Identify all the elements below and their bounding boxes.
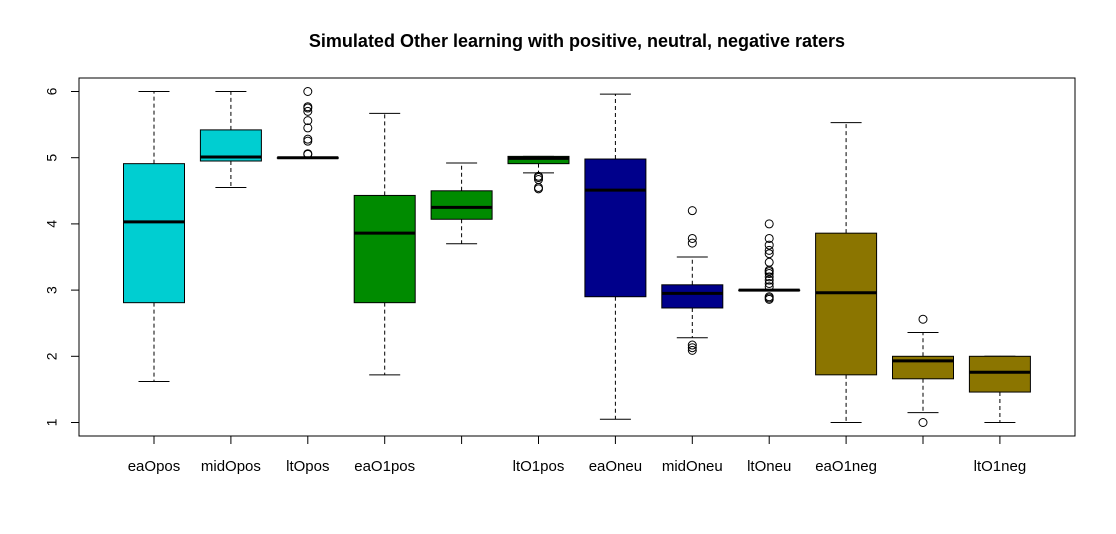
x-tick-label: eaOneu bbox=[589, 458, 642, 475]
iqr-box bbox=[353, 194, 416, 304]
box-midOneu bbox=[661, 206, 724, 355]
x-axis: eaOpos midOpos ltOpos eaO1pos ltO1pos eaOneu m… bbox=[128, 436, 1026, 475]
y-tick-label: 2 bbox=[44, 352, 60, 360]
outlier-point bbox=[687, 233, 697, 243]
iqr-box bbox=[661, 284, 724, 309]
outlier-point bbox=[687, 345, 697, 355]
box-ltOneu bbox=[738, 219, 801, 304]
outlier-point bbox=[764, 219, 774, 229]
outlier-point bbox=[687, 343, 697, 353]
iqr-box bbox=[968, 355, 1031, 393]
outlier-point bbox=[303, 149, 313, 159]
box-ltOpos bbox=[276, 87, 339, 160]
x-tick-label: eaOpos bbox=[128, 458, 181, 475]
box-ltO1pos bbox=[507, 155, 570, 194]
y-tick-label: 4 bbox=[44, 220, 60, 228]
y-tick-label: 1 bbox=[44, 418, 60, 426]
outlier-point bbox=[764, 240, 774, 250]
box-eaOneu bbox=[584, 93, 647, 420]
outlier-point bbox=[687, 340, 697, 350]
outlier-point bbox=[764, 278, 774, 288]
outlier-point bbox=[303, 123, 313, 133]
plot-frame bbox=[78, 77, 1076, 437]
outlier-point bbox=[303, 136, 313, 146]
box-unlabeled-4 bbox=[430, 162, 493, 245]
outlier-point bbox=[303, 102, 313, 112]
iqr-box bbox=[430, 190, 493, 220]
iqr-box bbox=[584, 158, 647, 298]
box-ltO1neg bbox=[968, 355, 1031, 423]
x-tick-label: ltO1pos bbox=[513, 458, 565, 475]
outlier-point bbox=[764, 249, 774, 259]
outlier-point bbox=[303, 106, 313, 116]
y-tick-label: 6 bbox=[44, 87, 60, 95]
box-eaO1pos bbox=[353, 112, 416, 376]
outlier-point bbox=[764, 233, 774, 243]
outlier-point bbox=[687, 206, 697, 216]
x-tick-label: ltO1neg bbox=[974, 458, 1027, 475]
outlier-point bbox=[687, 238, 697, 248]
box-unlabeled-10 bbox=[892, 314, 954, 427]
y-tick-label: 3 bbox=[44, 286, 60, 294]
outlier-point bbox=[303, 87, 313, 96]
boxes-layer bbox=[123, 87, 1031, 427]
x-tick-label: ltOneu bbox=[747, 458, 791, 475]
box-midOpos bbox=[199, 91, 262, 188]
y-axis: 1 2 3 4 5 6 bbox=[44, 87, 79, 426]
x-tick-label: midOneu bbox=[662, 458, 723, 475]
x-tick-label: ltOpos bbox=[286, 458, 329, 475]
chart-title: Simulated Other learning with positive, … bbox=[309, 31, 845, 51]
outlier-point bbox=[764, 257, 774, 267]
box-eaO1neg bbox=[815, 122, 878, 423]
x-tick-label: eaO1pos bbox=[354, 458, 415, 475]
outlier-point bbox=[764, 272, 774, 282]
outlier-point bbox=[534, 171, 543, 181]
iqr-box bbox=[123, 163, 185, 304]
iqr-box bbox=[507, 155, 570, 165]
outlier-point bbox=[918, 314, 928, 324]
outlier-point bbox=[764, 282, 774, 292]
x-tick-label: eaO1neg bbox=[815, 458, 877, 475]
outlier-point bbox=[303, 116, 313, 126]
iqr-box bbox=[815, 232, 878, 376]
outlier-point bbox=[303, 134, 313, 144]
outlier-point bbox=[764, 275, 774, 285]
box-eaOpos bbox=[123, 91, 185, 382]
outlier-point bbox=[764, 245, 774, 255]
outlier-point bbox=[918, 418, 928, 427]
outlier-point bbox=[764, 292, 774, 302]
y-tick-label: 5 bbox=[44, 154, 60, 162]
x-tick-label: midOpos bbox=[201, 458, 261, 475]
